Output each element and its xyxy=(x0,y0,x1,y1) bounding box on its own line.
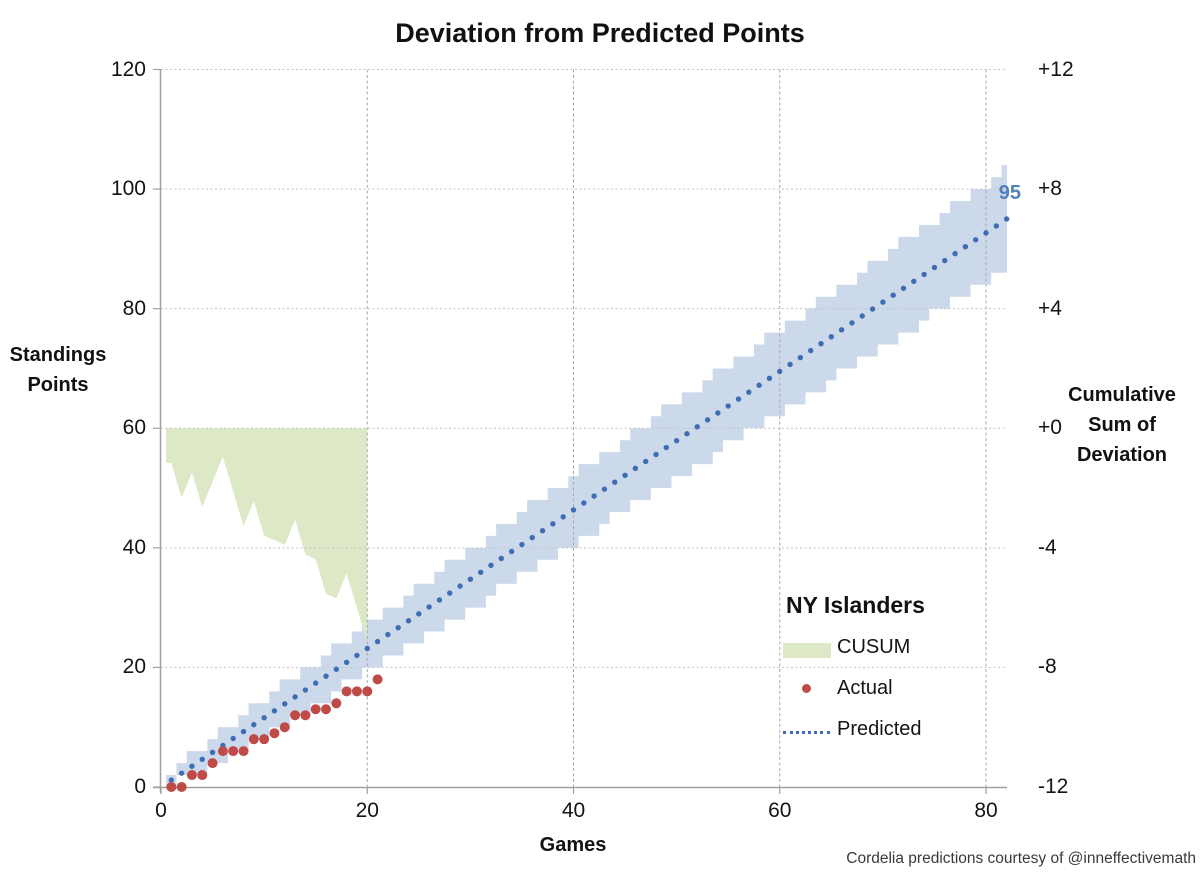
y-left-tick-label: 120 xyxy=(110,57,146,81)
y-right-tick-label: +0 xyxy=(1038,416,1062,440)
actual-dot-icon xyxy=(802,684,811,693)
y-right-tick-label: -8 xyxy=(1038,655,1057,679)
chart-title: Deviation from Predicted Points xyxy=(395,18,805,48)
y-left-tick-label: 20 xyxy=(122,655,146,679)
y-right-tick-label: -4 xyxy=(1038,535,1057,559)
x-tick-label: 20 xyxy=(355,799,379,822)
y-axis-right-title-line2: Sum of xyxy=(1088,414,1156,436)
y-left-tick-label: 100 xyxy=(110,177,146,201)
x-tick-label: 60 xyxy=(768,799,792,822)
y-axis-left-title-line1: Standings xyxy=(9,344,107,366)
actual-series xyxy=(166,674,383,792)
legend-label-cusum: CUSUM xyxy=(837,636,911,658)
y-left-tick-label: 0 xyxy=(134,775,146,798)
predicted-final-value-label: 95 xyxy=(998,182,1021,204)
y-left-tick-label: 60 xyxy=(122,416,146,440)
legend-label-actual: Actual xyxy=(837,677,893,699)
y-axis-right-title: Cumulative Sum of Deviation xyxy=(1058,380,1186,470)
y-axis-right-title-line1: Cumulative xyxy=(1068,384,1176,406)
cusum-area xyxy=(166,428,368,643)
predicted-series xyxy=(168,216,1010,783)
legend: NY Islanders CUSUM Actual Predicted xyxy=(780,592,1030,752)
x-tick-label: 0 xyxy=(155,799,167,822)
legend-header: NY Islanders xyxy=(786,592,925,618)
y-right-tick-label: +12 xyxy=(1038,57,1074,81)
x-tick-label: 40 xyxy=(561,799,586,822)
y-right-tick-label: +4 xyxy=(1038,296,1062,320)
y-right-tick-label: +8 xyxy=(1038,177,1062,201)
cusum-area-swatch-icon xyxy=(783,643,831,658)
x-tick-label: 80 xyxy=(974,799,998,822)
predicted-dotted-line-icon xyxy=(783,731,830,734)
y-left-tick-label: 80 xyxy=(122,296,146,320)
y-axis-right-title-line3: Deviation xyxy=(1076,444,1168,466)
attribution-text: Cordelia predictions courtesy of @inneff… xyxy=(846,850,1196,867)
prediction-band xyxy=(166,165,1007,787)
legend-label-predicted: Predicted xyxy=(837,718,922,740)
y-left-tick-label: 40 xyxy=(122,535,146,559)
x-axis-title: Games xyxy=(539,834,607,856)
axes xyxy=(153,68,1007,794)
y-axis-left-title-line2: Points xyxy=(27,374,89,396)
gridlines xyxy=(161,69,1007,787)
y-right-tick-label: -12 xyxy=(1038,775,1069,798)
y-axis-left-title: Standings Points xyxy=(2,340,114,400)
